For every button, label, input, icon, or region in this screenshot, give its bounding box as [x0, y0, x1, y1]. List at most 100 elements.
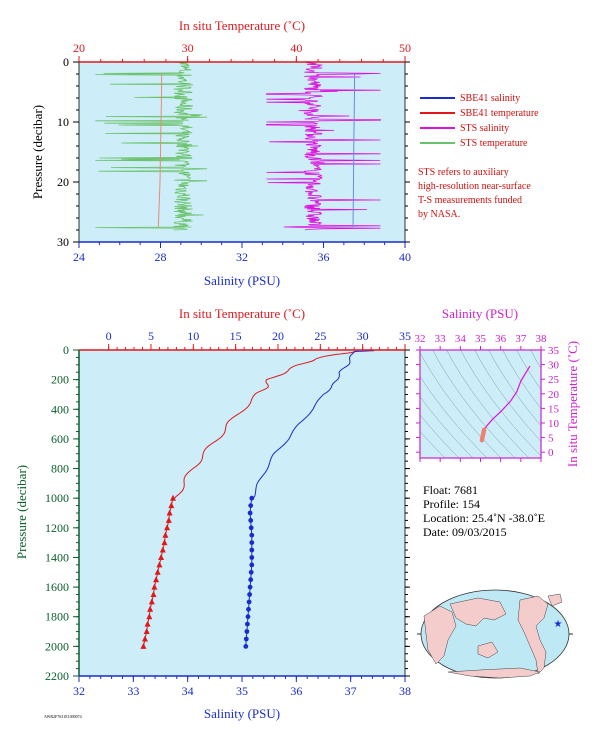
- map-land-antarctica: [447, 667, 541, 679]
- salinity-marker: [249, 547, 255, 553]
- near-surface-salinity-tick-label: 28: [155, 250, 167, 264]
- salinity-marker: [249, 540, 255, 545]
- map-land-asia: [449, 597, 507, 627]
- temperature-marker: [164, 524, 171, 531]
- map-land-australia: [477, 641, 499, 659]
- temperature-marker: [140, 642, 147, 649]
- salinity-marker: [248, 503, 254, 508]
- legend-label-sbe41-temperature: SBE41 temperature: [460, 108, 539, 119]
- series-sts-salinity: [266, 61, 381, 231]
- full-profile-temperature-axis-title: In situ Temperature (˚C): [179, 306, 305, 321]
- salinity-marker: [248, 569, 254, 575]
- ts-salinity-tick-label: 37: [515, 333, 527, 345]
- temperature-marker: [162, 531, 169, 538]
- map-land-greenland: [547, 593, 563, 607]
- salinity-marker: [249, 555, 255, 560]
- full-profile-pressure-tick-label: 2200: [45, 669, 69, 683]
- ts-salinity-tick-label: 34: [455, 333, 467, 345]
- ts-series: [479, 365, 531, 443]
- legend-label-sbe41-salinity: SBE41 salinity: [460, 93, 520, 104]
- ts-temperature-tick-label: 5: [548, 433, 554, 445]
- map-land-americas: [517, 595, 549, 675]
- temperature-marker: [148, 598, 155, 605]
- legend-label-sts-temperature: STS temperature: [460, 138, 528, 149]
- temperature-marker: [170, 494, 176, 501]
- float-id: Float: 7681: [423, 483, 478, 497]
- near-surface-series: [95, 61, 381, 231]
- full-profile-pressure-tick-label: 2000: [45, 639, 69, 653]
- sts-note: STS refers to auxiliary high-resolution …: [418, 167, 531, 220]
- near-surface-salinity-axis-title: Salinity (PSU): [204, 273, 280, 288]
- full-profile-temperature-tick-label: 25: [314, 329, 326, 343]
- full-profile-pressure-tick-label: 1000: [45, 491, 69, 505]
- temperature-marker: [146, 613, 153, 620]
- full-profile-salinity-tick-label: 34: [182, 684, 194, 698]
- ts-density-contour: [488, 350, 541, 427]
- full-profile-salinity-axis-title: Salinity (PSU): [204, 706, 280, 721]
- salinity-marker: [247, 584, 253, 590]
- ts-diagram-panel: 32 33 34 35 36 37 38 0 5 10 15 20 25 30 35 Salinity (P…: [415, 306, 581, 467]
- float-location-star: ★: [554, 619, 563, 630]
- near-surface-salinity-tick-label: 40: [399, 250, 411, 264]
- ts-density-contour: [420, 431, 446, 458]
- full-profile-pressure-tick-label: 0: [63, 343, 69, 357]
- ts-salinity-tick-label: 32: [415, 333, 426, 345]
- temperature-marker: [158, 554, 165, 560]
- full-profile-pressure-tick-label: 200: [51, 373, 69, 387]
- temperature-marker: [144, 620, 151, 627]
- near-surface-temperature-tick-label: 20: [73, 41, 85, 55]
- near-surface-salinity-tick-label: 32: [236, 250, 248, 264]
- near-surface-pressure-tick-label: 10: [57, 115, 69, 129]
- temperature-marker: [159, 546, 166, 553]
- sts-note-line-4: by NASA.: [418, 209, 460, 220]
- full-profile-salinity-tick-label: 36: [290, 684, 302, 698]
- near-surface-temperature-axis-title: In situ Temperature (˚C): [179, 18, 305, 33]
- temperature-marker: [154, 568, 161, 575]
- ts-density-contour: [420, 352, 502, 458]
- near-surface-pressure-tick-label: 0: [63, 55, 69, 69]
- profile-number: Profile: 154: [423, 497, 480, 511]
- near-surface-plot-area: [79, 62, 405, 242]
- near-surface-temperature-tick-label: 50: [399, 41, 411, 55]
- sts-note-line-2: high-resolution near-surface: [418, 181, 531, 192]
- full-profile-pressure-tick-label: 1400: [45, 550, 69, 564]
- salinity-marker: [246, 599, 252, 605]
- full-profile-pressure-tick-label: 1800: [45, 610, 69, 624]
- ts-temperature-axis-title: In situ Temperature (˚C): [565, 341, 580, 467]
- ts-temperature-tick-label: 15: [548, 403, 560, 415]
- series-sts-temperature: [95, 61, 208, 231]
- near-surface-salinity-tick-label: 24: [73, 250, 85, 264]
- full-profile-pressure-tick-label: 800: [51, 462, 69, 476]
- salinity-marker: [244, 629, 250, 634]
- near-surface-pressure-tick-label: 20: [57, 175, 69, 189]
- near-surface-panel: 20 30 40 50 24 28 32 36 40 0 10 20 30 In situ Temper…: [30, 18, 539, 288]
- series-salinity-upper: [252, 350, 375, 499]
- salinity-marker: [248, 525, 254, 531]
- full-profile-series: [140, 350, 375, 649]
- ts-deep-marker: [481, 427, 487, 432]
- salinity-marker: [245, 614, 251, 620]
- ts-salinity-tick-label: 38: [536, 333, 548, 345]
- full-profile-ticks: 0 5 10 15 20 25 30 35 32 33 34 35 36 37 38 0 200 400 600 80…: [45, 329, 411, 698]
- ts-temperature-tick-label: 0: [548, 447, 554, 459]
- temperature-marker: [168, 502, 175, 509]
- salinity-marker: [249, 495, 255, 501]
- full-profile-pressure-tick-label: 600: [51, 432, 69, 446]
- ts-temperature-tick-label: 35: [548, 345, 560, 357]
- ts-density-contour: [502, 350, 541, 410]
- ts-density-contours: [420, 350, 541, 458]
- salinity-marker: [249, 532, 255, 538]
- world-map: ★: [417, 589, 573, 679]
- legend-label-sts-salinity: STS salinity: [460, 123, 509, 134]
- full-profile-plot-area: [79, 350, 405, 676]
- sts-note-line-3: T-S measurements funded: [418, 195, 522, 206]
- full-profile-salinity-tick-label: 33: [127, 684, 139, 698]
- full-profile-panel: 0 5 10 15 20 25 30 35 32 33 34 35 36 37 38 0 200 400 600 80…: [14, 306, 411, 721]
- temperature-marker: [143, 628, 150, 634]
- sts-note-line-1: STS refers to auxiliary: [418, 167, 509, 178]
- full-profile-salinity-tick-label: 37: [345, 684, 357, 698]
- ts-density-contour: [420, 396, 474, 458]
- full-profile-temperature-tick-label: 10: [187, 329, 199, 343]
- salinity-marker: [247, 510, 253, 516]
